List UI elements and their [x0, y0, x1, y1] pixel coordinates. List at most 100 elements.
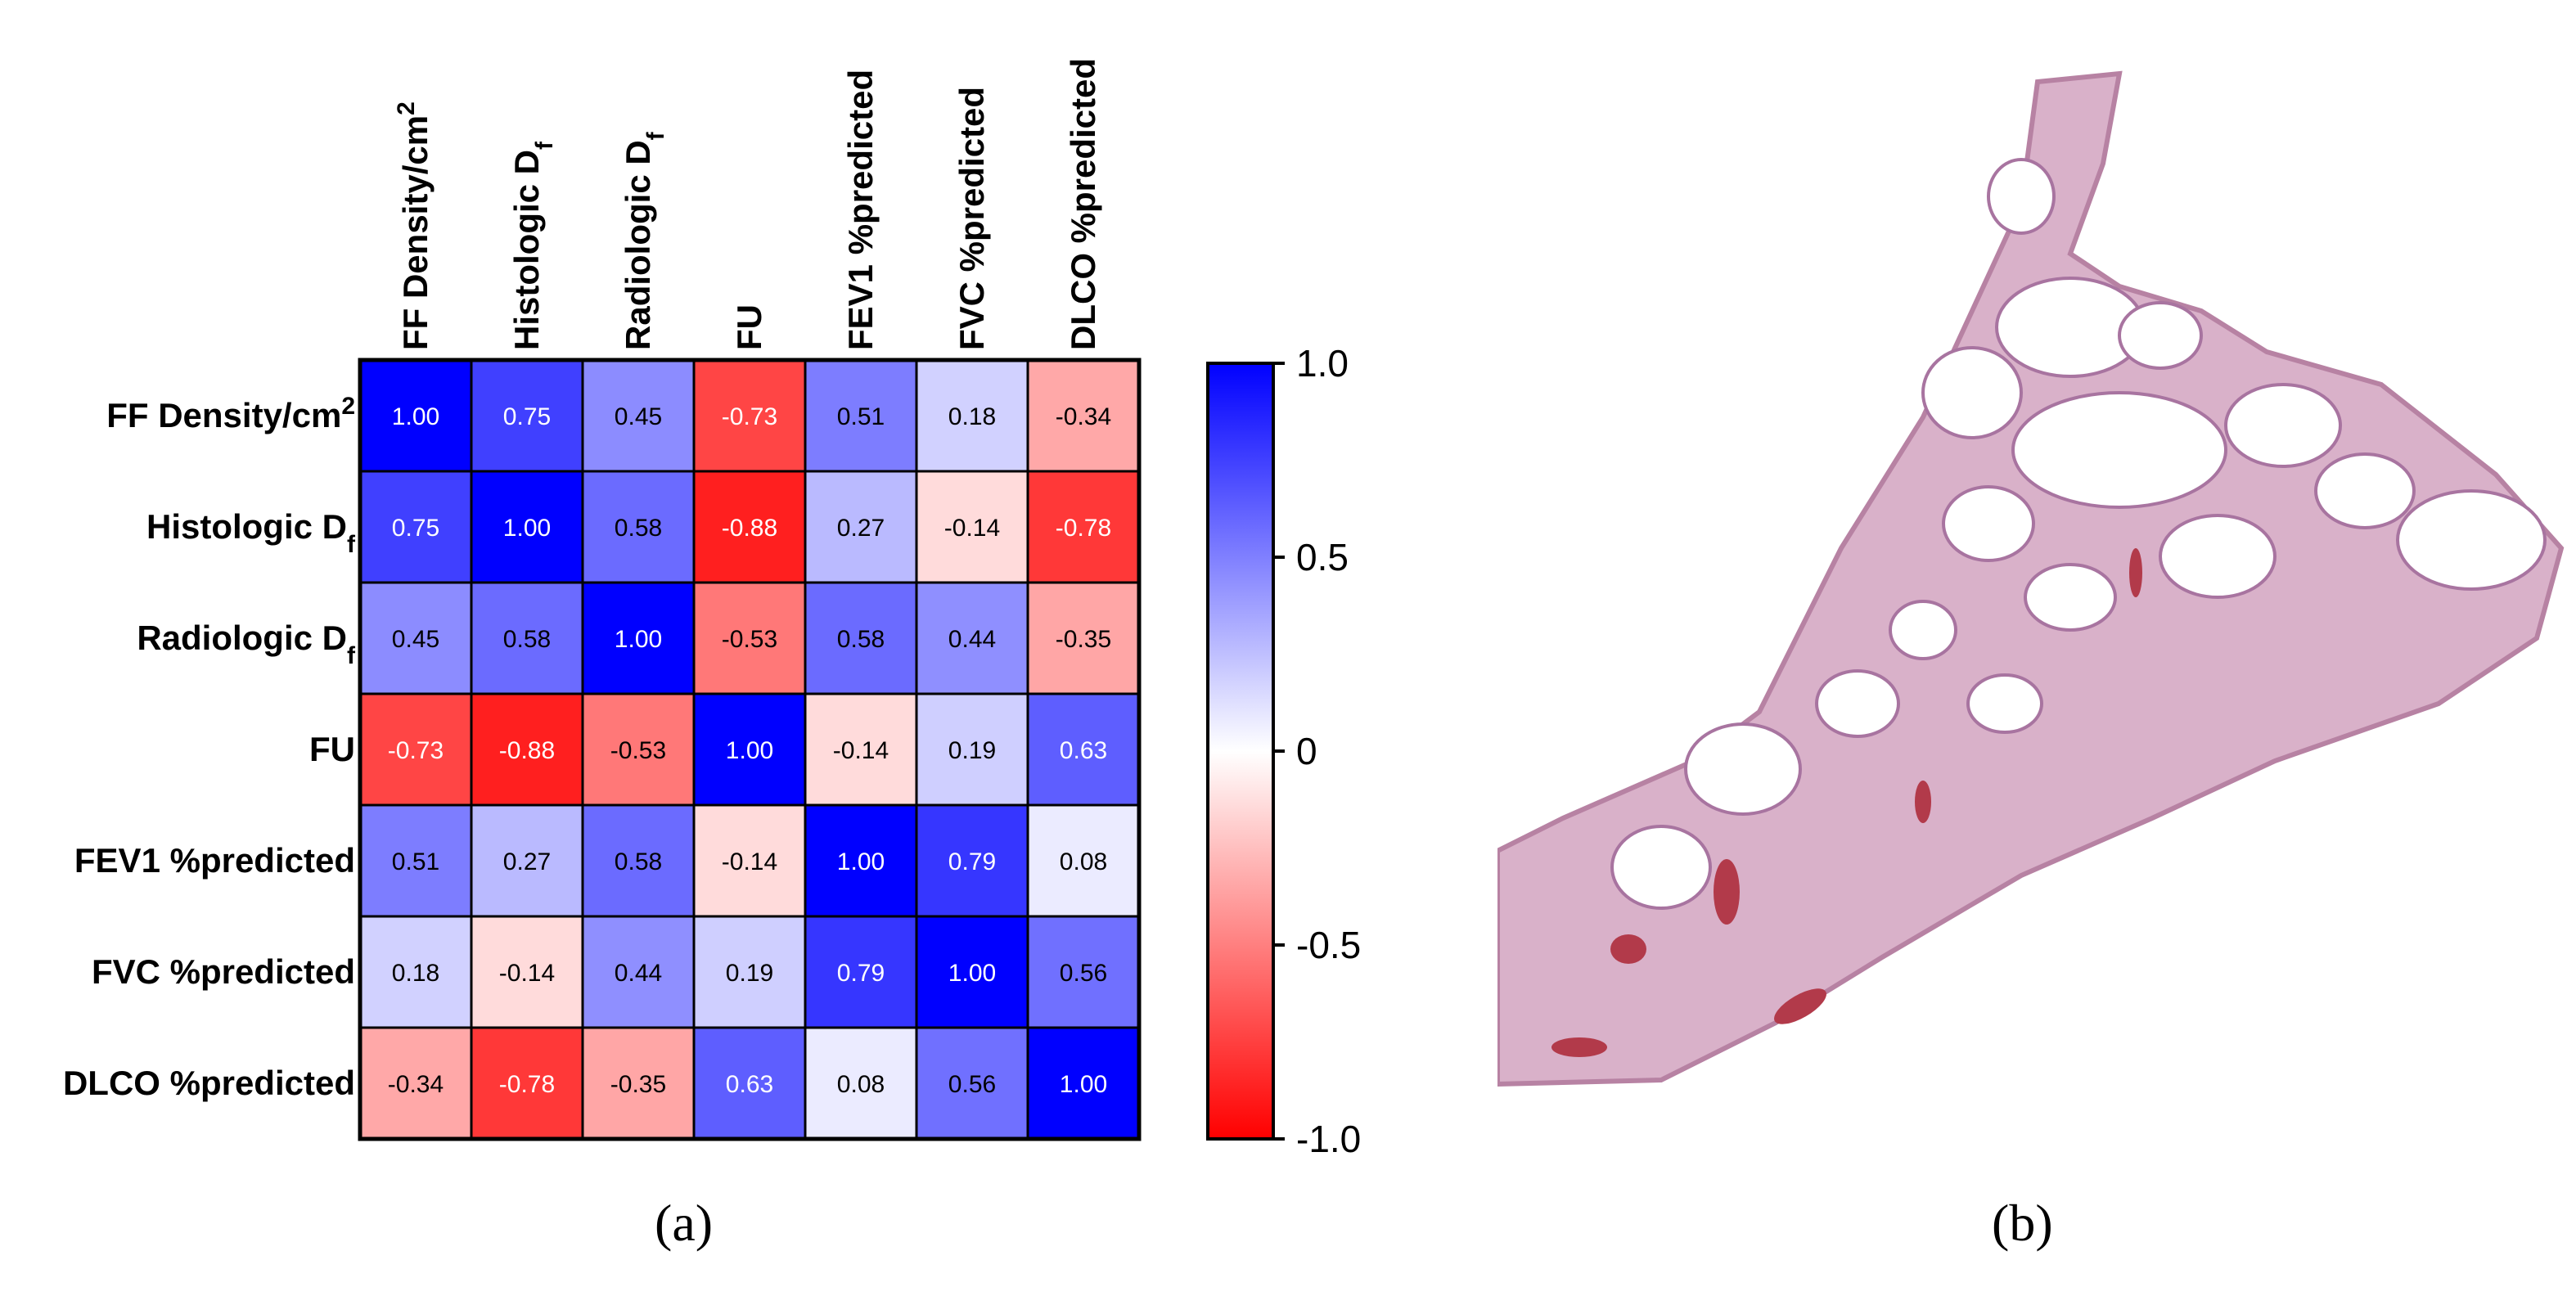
cell-value-label: 1.00 [948, 960, 996, 987]
row-label: Histologic Df [146, 507, 356, 558]
column-label: DLCO %predicted [1064, 58, 1102, 350]
cell-value-label: 0.79 [948, 848, 996, 875]
cell-value-label: -0.35 [1056, 626, 1111, 653]
heatmap-cell [581, 1026, 696, 1141]
tissue-alveolar-holes [1610, 158, 2547, 910]
heatmap-frame [358, 358, 1142, 1141]
cell-value-label: -0.14 [944, 515, 1000, 542]
heatmap-cell [1026, 470, 1141, 584]
cell-value-label: 1.00 [503, 515, 551, 542]
cell-value-label: -0.78 [499, 1071, 555, 1098]
tissue-vessels [1551, 548, 2142, 1057]
heatmap-cell [804, 1026, 918, 1141]
heatmap-cell [581, 470, 696, 584]
cell-value-label: -0.73 [722, 403, 777, 430]
cell-value-label: 0.27 [503, 848, 551, 875]
cell-value-label: -0.34 [388, 1071, 444, 1098]
heatmap-cell [804, 470, 918, 584]
cell-value-label: -0.73 [388, 737, 444, 764]
cell-value-label: -0.14 [833, 737, 889, 764]
heatmap-cell [1026, 692, 1141, 807]
heatmap-cell [804, 581, 918, 695]
cell-value-label: -0.14 [722, 848, 777, 875]
row-label: FEV1 %predicted [74, 841, 355, 880]
cell-value-label: 0.56 [948, 1071, 996, 1098]
panel-label-b: (b) [1992, 1194, 2053, 1252]
heatmap-cell [470, 358, 584, 473]
row-label: DLCO %predicted [63, 1064, 355, 1102]
cell-value-label: 0.18 [948, 403, 996, 430]
cell-value-label: 0.18 [392, 960, 439, 987]
heatmap-cell [470, 581, 584, 695]
cell-value-label: 1.00 [392, 403, 439, 430]
heatmap-cells: 1.00 0.75 0.45 -0.73 0.51 0.18 -0.34 0.75 1.00 0.… [358, 358, 1141, 1141]
tissue-outline [1497, 70, 2565, 1087]
cell-value-label: -0.88 [499, 737, 555, 764]
cell-value-label: 0.75 [503, 403, 551, 430]
cell-value-label: 0.63 [1060, 737, 1107, 764]
heatmap-cell [915, 358, 1029, 473]
heatmap-cell [358, 692, 473, 807]
colorbar-tick-label: -0.5 [1296, 924, 1361, 966]
heatmap-cell [1026, 915, 1141, 1029]
column-label: FF Density/cm2 [393, 101, 435, 350]
cell-value-label: 0.45 [615, 403, 662, 430]
cell-value-label: 0.51 [837, 403, 885, 430]
heatmap-cell [470, 915, 584, 1029]
colorbar-tick-label: 0.5 [1296, 536, 1349, 578]
cell-value-label: -0.78 [1056, 515, 1111, 542]
cell-value-label: 0.75 [392, 515, 439, 542]
cell-value-label: -0.53 [722, 626, 777, 653]
cell-value-label: -0.88 [722, 515, 777, 542]
cell-value-label: 0.58 [503, 626, 551, 653]
cell-value-label: -0.34 [1056, 403, 1111, 430]
cell-value-label: 0.19 [726, 960, 773, 987]
heatmap-cell [358, 358, 473, 473]
panel-label-a: (a) [655, 1194, 714, 1252]
cell-value-label: 1.00 [726, 737, 773, 764]
column-label: FEV1 %predicted [841, 70, 880, 350]
heatmap-cell [915, 692, 1029, 807]
cell-value-label: 0.58 [615, 848, 662, 875]
cell-value-label: 0.27 [837, 515, 885, 542]
heatmap-cell [692, 1026, 807, 1141]
heatmap-cell [358, 915, 473, 1029]
colorbar-ticks: 1.0 0.5 0 -0.5 -1.0 [1273, 342, 1361, 1160]
cell-value-label: 0.58 [615, 515, 662, 542]
column-label: Histologic Df [507, 141, 558, 350]
cell-value-label: -0.35 [610, 1071, 666, 1098]
heatmap-cell [358, 1026, 473, 1141]
heatmap-cell [915, 1026, 1029, 1141]
heatmap-cell [692, 915, 807, 1029]
heatmap-cell [915, 581, 1029, 695]
row-label: FU [309, 730, 355, 768]
heatmap-cell [1026, 581, 1141, 695]
heatmap-cell [358, 803, 473, 918]
colorbar-tick-label: 0 [1296, 730, 1317, 772]
column-label: FU [730, 304, 768, 350]
cell-value-label: 0.08 [837, 1071, 885, 1098]
lung-histology-section-image [1497, 70, 2565, 1087]
row-label: FVC %predicted [92, 952, 355, 991]
cell-value-label: 1.00 [1060, 1071, 1107, 1098]
cell-value-label: 1.00 [837, 848, 885, 875]
cell-value-label: 0.44 [948, 626, 996, 653]
cell-value-label: 0.56 [1060, 960, 1107, 987]
heatmap-cell [581, 581, 696, 695]
heatmap-cell [804, 915, 918, 1029]
cell-value-label: 0.19 [948, 737, 996, 764]
heatmap-cell [692, 581, 807, 695]
correlation-heatmap: 1.00 0.75 0.45 -0.73 0.51 0.18 -0.34 0.75 1.00 0.… [63, 58, 1361, 1160]
row-label: Radiologic Df [137, 619, 356, 669]
cell-value-label: 1.00 [615, 626, 662, 653]
row-labels: FF Density/cm2 Histologic Df Radiologic Df… [63, 393, 356, 1103]
cell-value-label: 0.08 [1060, 848, 1107, 875]
cell-value-label: -0.14 [499, 960, 555, 987]
heatmap-cell [1026, 1026, 1141, 1141]
cell-value-label: -0.53 [610, 737, 666, 764]
column-label: FVC %predicted [952, 87, 991, 350]
cell-value-label: 0.63 [726, 1071, 773, 1098]
cell-value-label: 0.79 [837, 960, 885, 987]
cell-value-label: 0.51 [392, 848, 439, 875]
cell-value-label: 0.44 [615, 960, 662, 987]
